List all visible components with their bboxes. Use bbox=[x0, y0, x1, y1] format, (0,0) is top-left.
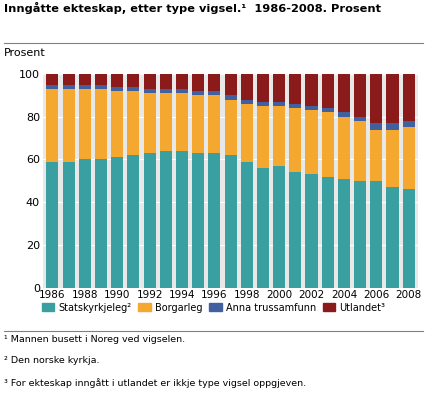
Bar bbox=[256, 106, 268, 168]
Bar bbox=[337, 117, 349, 179]
Bar bbox=[111, 157, 123, 288]
Bar bbox=[224, 95, 236, 99]
Text: ³ For ekteskap inngått i utlandet er ikkje type vigsel oppgjeven.: ³ For ekteskap inngått i utlandet er ikk… bbox=[4, 378, 306, 388]
Bar bbox=[95, 159, 107, 288]
Bar bbox=[321, 74, 333, 108]
Bar bbox=[353, 74, 366, 117]
Bar bbox=[192, 91, 204, 95]
Bar bbox=[127, 87, 139, 91]
Bar bbox=[46, 89, 58, 162]
Text: ² Den norske kyrkja.: ² Den norske kyrkja. bbox=[4, 356, 100, 365]
Text: ¹ Mannen busett i Noreg ved vigselen.: ¹ Mannen busett i Noreg ved vigselen. bbox=[4, 335, 185, 344]
Bar bbox=[208, 74, 220, 91]
Bar bbox=[256, 102, 268, 106]
Bar bbox=[288, 74, 301, 104]
Bar bbox=[159, 74, 171, 89]
Bar bbox=[353, 121, 366, 181]
Bar bbox=[127, 155, 139, 288]
Bar bbox=[240, 99, 252, 104]
Bar bbox=[208, 91, 220, 95]
Bar bbox=[353, 117, 366, 121]
Bar bbox=[337, 179, 349, 288]
Bar bbox=[62, 162, 75, 288]
Bar bbox=[143, 93, 155, 153]
Bar bbox=[402, 121, 414, 127]
Bar bbox=[143, 89, 155, 93]
Bar bbox=[78, 159, 91, 288]
Bar bbox=[386, 129, 398, 187]
Bar bbox=[192, 74, 204, 91]
Bar bbox=[402, 74, 414, 121]
Bar bbox=[46, 162, 58, 288]
Bar bbox=[240, 104, 252, 162]
Bar bbox=[305, 106, 317, 110]
Bar bbox=[176, 89, 187, 93]
Bar bbox=[288, 172, 301, 288]
Legend: Statskyrkjeleg², Borgarleg, Anna trussamfunn, Utlandet³: Statskyrkjeleg², Borgarleg, Anna trussam… bbox=[38, 299, 388, 316]
Bar bbox=[111, 91, 123, 157]
Bar bbox=[78, 89, 91, 159]
Bar bbox=[386, 74, 398, 123]
Bar bbox=[159, 89, 171, 93]
Bar bbox=[256, 74, 268, 102]
Bar bbox=[386, 123, 398, 129]
Bar bbox=[95, 85, 107, 89]
Bar bbox=[62, 85, 75, 89]
Bar bbox=[224, 74, 236, 95]
Bar bbox=[321, 108, 333, 113]
Text: Prosent: Prosent bbox=[4, 48, 46, 58]
Bar bbox=[159, 151, 171, 288]
Bar bbox=[192, 95, 204, 153]
Bar bbox=[402, 127, 414, 189]
Bar bbox=[159, 93, 171, 151]
Bar bbox=[386, 187, 398, 288]
Bar bbox=[369, 123, 382, 129]
Bar bbox=[337, 74, 349, 113]
Bar bbox=[176, 93, 187, 151]
Bar bbox=[62, 89, 75, 162]
Bar bbox=[78, 85, 91, 89]
Bar bbox=[46, 74, 58, 85]
Bar bbox=[176, 151, 187, 288]
Bar bbox=[78, 74, 91, 85]
Bar bbox=[143, 153, 155, 288]
Bar bbox=[337, 113, 349, 117]
Bar bbox=[273, 102, 285, 106]
Bar bbox=[273, 106, 285, 166]
Bar bbox=[321, 177, 333, 288]
Bar bbox=[256, 168, 268, 288]
Bar bbox=[273, 166, 285, 288]
Bar bbox=[305, 110, 317, 174]
Bar bbox=[369, 181, 382, 288]
Bar bbox=[369, 129, 382, 181]
Bar bbox=[240, 74, 252, 99]
Bar bbox=[353, 181, 366, 288]
Bar bbox=[192, 153, 204, 288]
Bar bbox=[111, 74, 123, 87]
Bar bbox=[305, 74, 317, 106]
Bar bbox=[127, 91, 139, 155]
Bar bbox=[369, 74, 382, 123]
Bar bbox=[111, 87, 123, 91]
Bar bbox=[288, 108, 301, 172]
Bar bbox=[208, 153, 220, 288]
Bar bbox=[95, 89, 107, 159]
Bar bbox=[240, 162, 252, 288]
Text: Inngåtte ekteskap, etter type vigsel.¹  1986-2008. Prosent: Inngåtte ekteskap, etter type vigsel.¹ 1… bbox=[4, 2, 380, 14]
Bar bbox=[46, 85, 58, 89]
Bar bbox=[273, 74, 285, 102]
Bar bbox=[288, 104, 301, 108]
Bar bbox=[62, 74, 75, 85]
Bar bbox=[224, 155, 236, 288]
Bar bbox=[127, 74, 139, 87]
Bar bbox=[321, 113, 333, 177]
Bar bbox=[208, 95, 220, 153]
Bar bbox=[95, 74, 107, 85]
Bar bbox=[224, 99, 236, 155]
Bar bbox=[402, 189, 414, 288]
Bar bbox=[305, 174, 317, 288]
Bar bbox=[143, 74, 155, 89]
Bar bbox=[176, 74, 187, 89]
